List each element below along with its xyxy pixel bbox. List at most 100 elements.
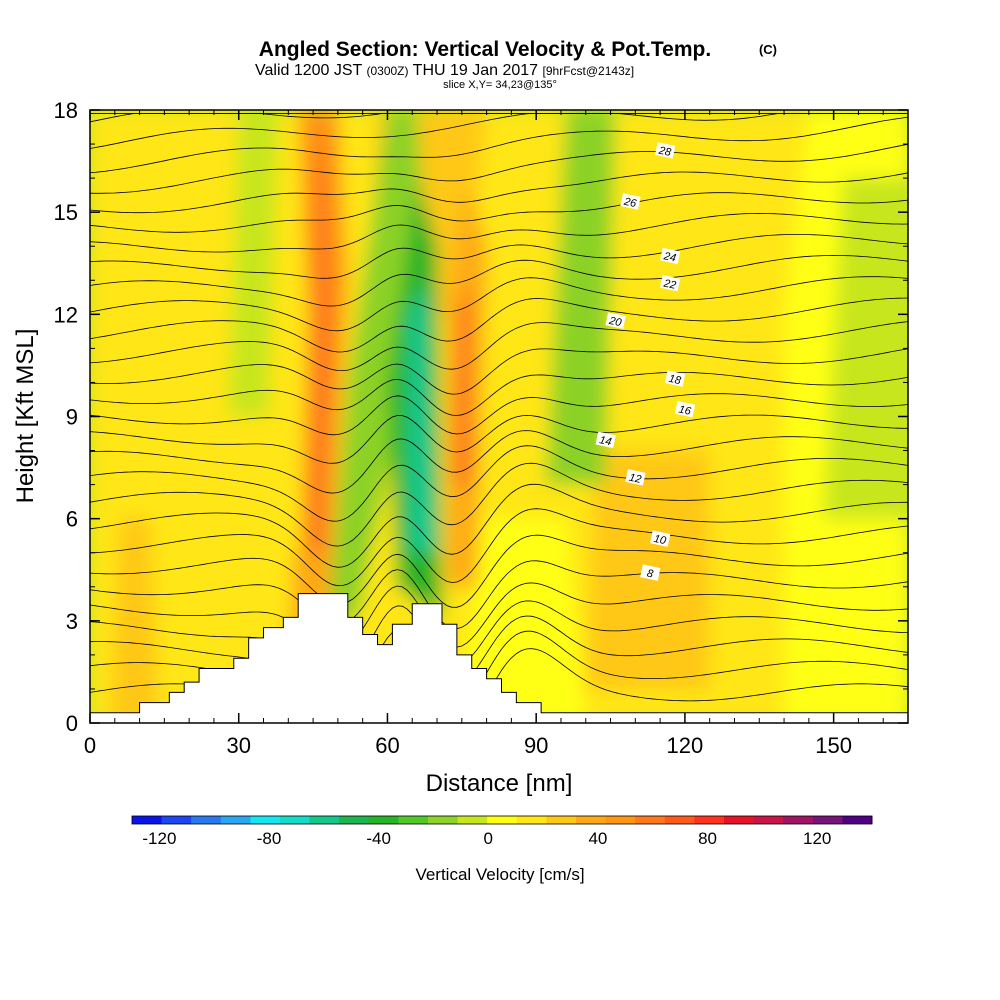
theta-label-background [659,274,681,292]
field-lobe-west [109,518,160,723]
theta-label-text: 22 [662,277,677,291]
slice-info: slice X,Y= 34,23@135° [443,79,557,91]
theta-contour-label: 26 [620,193,641,210]
theta-contour-line [90,212,908,253]
theta-contour-line [90,445,908,522]
theta-contour-line [90,321,908,372]
field-plume-west [228,110,279,417]
x-tick-label: 150 [815,733,852,758]
colorbar-segment [368,816,399,824]
theta-contour-line [90,171,908,214]
theta-contour-line [90,113,908,149]
theta-label-background [664,370,686,387]
colorbar-segment [753,816,784,824]
colorbar-segment [576,816,607,824]
colorbar-segment [812,816,843,824]
x-tick-label: 30 [226,733,250,758]
colorbar-segment [516,816,547,824]
y-tick-label: 9 [66,405,78,430]
theta-contour-label: 18 [664,370,686,387]
y-axis-label: Height [Kft MSL] [12,329,39,504]
colorbar-segment [694,816,725,824]
colorbar-segment [339,816,370,824]
colorbar-tick-label: -80 [257,829,282,848]
theta-contour-line [90,414,908,464]
colorbar-segment [842,816,873,824]
valid-time: Valid 1200 JST (0300Z) THU 19 Jan 2017 [… [255,62,634,79]
colorbar-tick-label: 40 [588,829,607,848]
theta-contour-line [90,534,908,608]
y-tick-label: 12 [54,302,78,327]
colorbar-segment [664,816,695,824]
theta-contour-label: 24 [659,247,681,265]
theta-label-text: 8 [646,568,655,581]
chart-title: Angled Section: Vertical Velocity & Pot.… [259,38,711,61]
field-lobe-upper-east [674,110,809,349]
chart-title-corner: (C) [759,42,777,57]
theta-label-background [605,312,626,329]
field-updraft-lee-core [451,280,472,485]
theta-label-text: 14 [598,434,612,448]
theta-contour-label: 12 [625,469,646,486]
colorbar-tick-label: 120 [803,829,831,848]
theta-label-background [640,564,661,581]
theta-label-background [650,530,671,547]
colorbar-segment [724,816,755,824]
colorbar-segment [250,816,281,824]
theta-contour-line [90,372,908,416]
theta-contour-line [90,116,908,174]
colorbar-segment [428,816,459,824]
valid-date: THU 19 Jan 2017 [413,62,539,79]
theta-contour-line [90,600,908,680]
colorbar-tick-label: 80 [698,829,717,848]
x-axis: 0 30 60 90 120 150 [84,110,884,758]
terrain [90,593,908,723]
y-tick-label: 18 [54,98,78,123]
theta-label-background [595,431,616,449]
field-downdraft-outer [327,110,428,621]
theta-contour-label: 10 [650,530,671,547]
valid-prefix: Valid 1200 JST [255,62,363,79]
theta-contour-label: 16 [674,400,696,418]
theta-contour-line [90,430,908,494]
theta-contour-line [90,582,908,651]
colorbar-segment [220,816,251,824]
colorbar-segment [487,816,518,824]
theta-contour-label: 8 [640,564,661,581]
theta-label-background [655,142,676,159]
theta-contour-line [90,615,908,709]
theta-label-text: 26 [622,196,638,211]
x-tick-label: 60 [375,733,399,758]
x-tick-label: 90 [524,733,548,758]
colorbar-tick-label: -40 [366,829,391,848]
colorbar-segment [783,816,814,824]
theta-contour-label: 22 [659,274,681,292]
field-plume-east [546,110,616,485]
field-plume-far-east [823,178,908,519]
theta-label-text: 28 [657,144,673,159]
x-axis-label: Distance [nm] [426,770,573,797]
field-updraft-west-core [308,110,333,587]
colorbar-segment [280,816,311,824]
theta-label-text: 16 [677,404,692,418]
x-tick-label: 0 [84,733,96,758]
y-tick-label: 0 [66,711,78,736]
colorbar-segment [605,816,636,824]
colorbar-segment [635,816,666,824]
theta-contour-label: 20 [605,312,626,329]
forecast-info: [9hrFcst@2143z] [543,64,635,78]
y-tick-label: 3 [66,609,78,634]
colorbar-tick-label: -120 [142,829,176,848]
theta-contour-line [90,276,908,332]
colorbar [131,815,873,825]
theta-contour-line [90,462,908,547]
theta-label-text: 12 [628,472,642,486]
colorbar-segment [309,816,340,824]
theta-label-background [674,400,696,418]
colorbar-tick-label: 0 [484,829,493,848]
y-axis: 0 3 6 9 12 15 18 [54,98,908,736]
velocity-field [90,110,908,723]
valid-zulu: (0300Z) [366,64,408,78]
theta-contour-line [90,393,908,436]
colorbar-ticks: -120 -80 -40 0 40 80 120 [142,829,831,848]
